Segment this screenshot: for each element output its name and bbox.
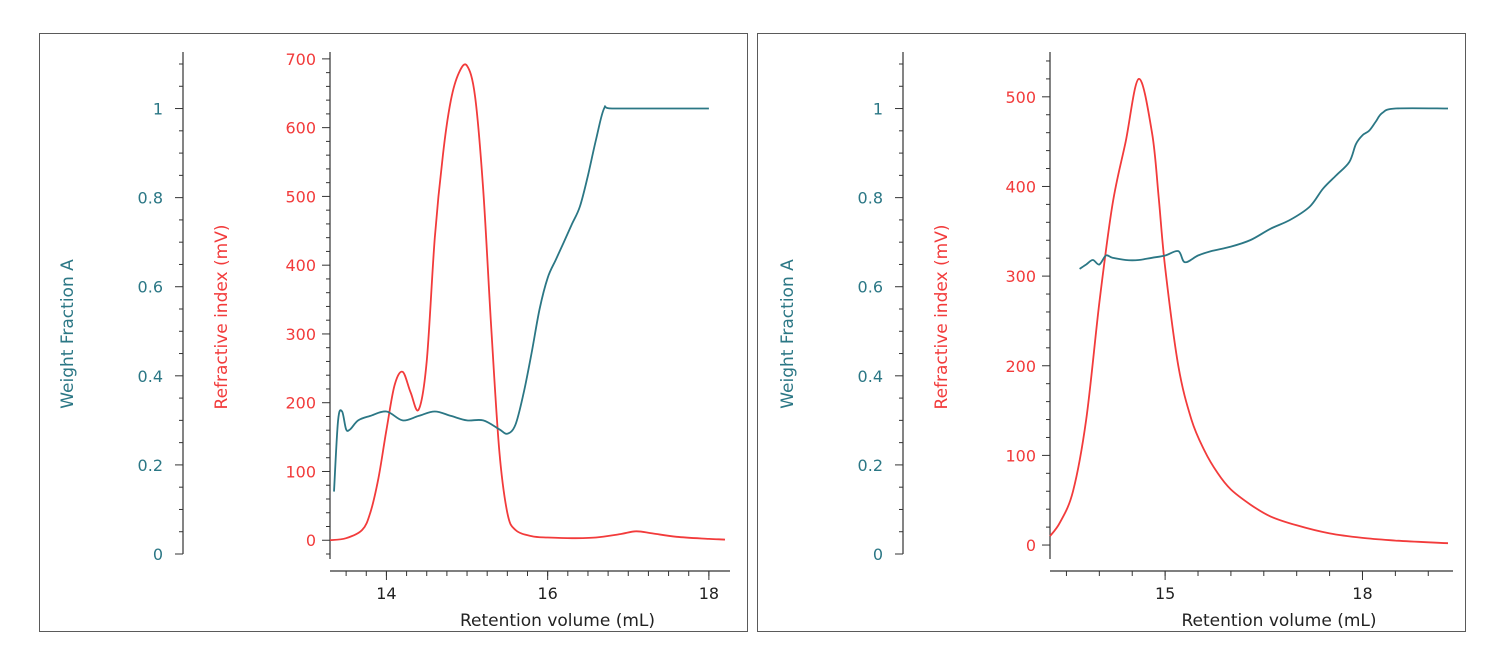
x-tick-label: 18 bbox=[1352, 584, 1372, 603]
weight-fraction-axis-label: Weight Fraction A bbox=[778, 259, 798, 409]
weight-fraction-series-line bbox=[333, 105, 709, 492]
refractive-index-tick-label: 100 bbox=[1005, 446, 1036, 465]
chart-left: 0 0.2 0.4 0.6 0.8 1 Weight Fraction A 0 100 200 30… bbox=[58, 50, 730, 631]
weight-fraction-tick-label: 1 bbox=[873, 100, 883, 119]
weight-fraction-tick-label: 0.4 bbox=[138, 367, 163, 386]
refractive-index-tick-label: 200 bbox=[285, 394, 316, 413]
weight-fraction-tick-label: 0.2 bbox=[858, 456, 883, 475]
x-tick-label: 16 bbox=[537, 584, 557, 603]
weight-fraction-tick-label: 0.8 bbox=[138, 189, 163, 208]
chart-right: 0 0.2 0.4 0.6 0.8 1 Weight Fraction A 0 100 200 30… bbox=[778, 52, 1453, 631]
refractive-index-tick-label: 700 bbox=[285, 50, 316, 69]
refractive-index-tick-label: 300 bbox=[285, 325, 316, 344]
chart-panel-right: 0 0.2 0.4 0.6 0.8 1 Weight Fraction A 0 100 200 30… bbox=[757, 33, 1466, 632]
refractive-index-series-line bbox=[329, 63, 726, 542]
refractive-index-tick-label: 300 bbox=[1005, 267, 1036, 286]
x-tick-label: 18 bbox=[699, 584, 719, 603]
weight-fraction-tick-label: 0.8 bbox=[858, 189, 883, 208]
weight-fraction-tick-label: 0 bbox=[153, 545, 163, 564]
refractive-index-tick-label: 500 bbox=[1005, 88, 1036, 107]
refractive-index-axis-label: Refractive index (mV) bbox=[212, 225, 232, 410]
refractive-index-tick-label: 400 bbox=[1005, 177, 1036, 196]
refractive-index-tick-label: 0 bbox=[306, 531, 316, 550]
weight-fraction-series-line bbox=[1079, 107, 1449, 270]
x-tick-label: 14 bbox=[376, 584, 396, 603]
weight-fraction-tick-label: 0.6 bbox=[138, 278, 163, 297]
refractive-index-tick-label: 0 bbox=[1026, 536, 1036, 555]
refractive-index-tick-label: 100 bbox=[285, 462, 316, 481]
refractive-index-tick-label: 400 bbox=[285, 256, 316, 275]
chart-panel-left: 0 0.2 0.4 0.6 0.8 1 Weight Fraction A 0 100 200 30… bbox=[39, 33, 748, 632]
refractive-index-tick-label: 500 bbox=[285, 187, 316, 206]
weight-fraction-tick-label: 1 bbox=[153, 100, 163, 119]
refractive-index-series-line bbox=[1049, 77, 1449, 545]
x-tick-label: 15 bbox=[1155, 584, 1175, 603]
weight-fraction-tick-label: 0.6 bbox=[858, 278, 883, 297]
x-axis-label: Retention volume (mL) bbox=[460, 611, 655, 631]
refractive-index-axis-label: Refractive index (mV) bbox=[932, 225, 952, 410]
x-axis-label: Retention volume (mL) bbox=[1181, 611, 1376, 631]
weight-fraction-tick-label: 0.4 bbox=[858, 367, 883, 386]
weight-fraction-axis-label: Weight Fraction A bbox=[58, 259, 78, 409]
weight-fraction-tick-label: 0 bbox=[873, 545, 883, 564]
refractive-index-tick-label: 600 bbox=[285, 119, 316, 138]
weight-fraction-tick-label: 0.2 bbox=[138, 456, 163, 475]
refractive-index-tick-label: 200 bbox=[1005, 357, 1036, 376]
